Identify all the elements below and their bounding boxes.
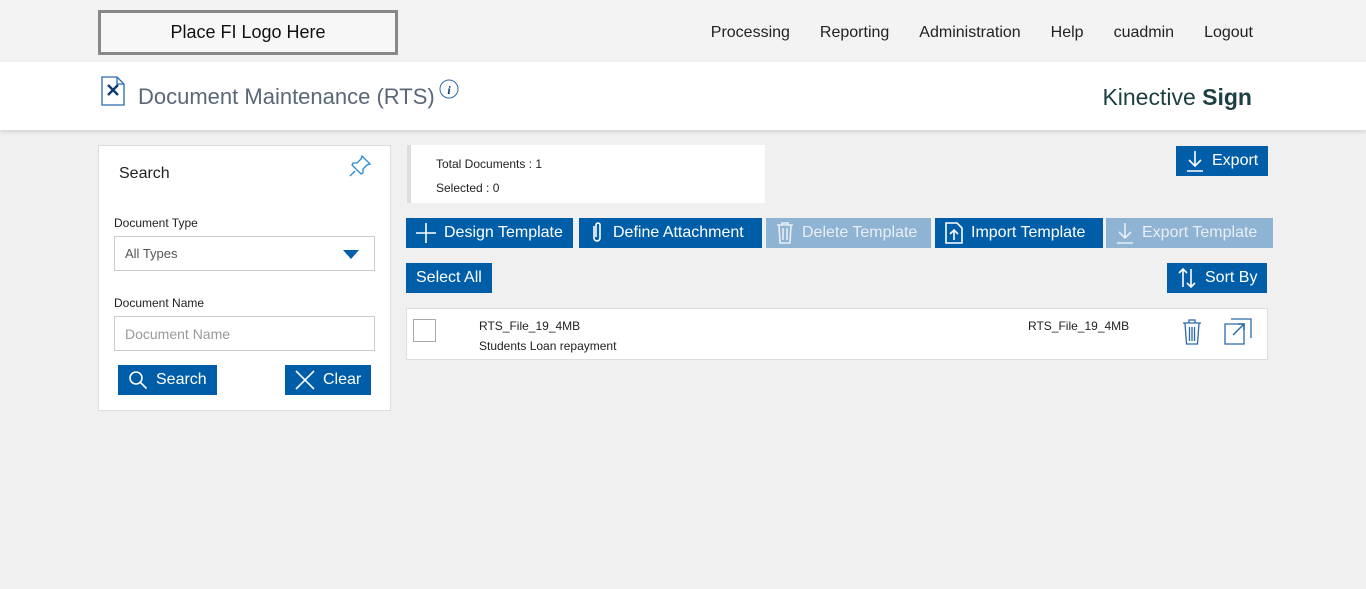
nav-reporting[interactable]: Reporting (819, 24, 890, 41)
document-file: RTS_File_19_4MB (1028, 319, 1130, 333)
delete-template-button[interactable]: Delete Template (766, 218, 931, 248)
search-button[interactable]: Search (118, 365, 217, 395)
total-documents: Total Documents : 1 (436, 157, 543, 171)
search-panel-title: Search (119, 165, 170, 182)
design-template-label: Design Template (444, 224, 563, 241)
nav-help[interactable]: Help (1050, 24, 1084, 41)
document-name-input[interactable]: Document Name (114, 316, 375, 351)
search-panel: Search Document Type All Types Document … (98, 145, 391, 411)
delete-template-label: Delete Template (802, 224, 918, 241)
define-attachment-label: Define Attachment (613, 224, 744, 241)
document-type-value: All Types (125, 246, 178, 261)
document-summary: Total Documents : 1 Selected : 0 (407, 145, 765, 203)
document-row[interactable]: RTS_File_19_4MB Students Loan repayment … (406, 308, 1268, 360)
export-label: Export (1212, 152, 1259, 169)
file-upload-icon (945, 222, 963, 244)
nav-processing[interactable]: Processing (710, 24, 790, 41)
search-icon (129, 371, 148, 390)
trash-icon[interactable] (1182, 319, 1202, 345)
pin-icon[interactable] (348, 154, 372, 178)
download-icon (1117, 223, 1133, 244)
row-checkbox[interactable] (413, 319, 436, 342)
document-type-select[interactable]: All Types (114, 236, 375, 271)
export-template-button[interactable]: Export Template (1106, 218, 1273, 248)
nav-administration[interactable]: Administration (919, 24, 1021, 41)
top-bar: Place FI Logo Here Processing Reporting … (0, 0, 1366, 62)
document-type-label: Document Type (114, 216, 198, 230)
clear-button[interactable]: Clear (285, 365, 372, 395)
page-header: Document Maintenance (RTS) i Kinective S… (0, 62, 1366, 130)
nav-user[interactable]: cuadmin (1113, 24, 1175, 41)
sort-icon (1178, 267, 1196, 289)
svg-text:i: i (447, 83, 451, 97)
page-title: Document Maintenance (RTS) (138, 84, 435, 109)
sort-by-label: Sort By (1205, 269, 1258, 286)
logo-placeholder: Place FI Logo Here (98, 10, 398, 55)
open-external-icon[interactable] (1224, 318, 1252, 345)
define-attachment-button[interactable]: Define Attachment (579, 218, 762, 248)
select-all-button[interactable]: Select All (406, 263, 492, 293)
trash-icon (777, 222, 793, 244)
brand-logo: Kinective Sign (1102, 84, 1252, 110)
search-button-label: Search (156, 371, 207, 388)
main-nav: Processing Reporting Administration Help… (711, 24, 1253, 42)
document-name-label: Document Name (114, 296, 205, 310)
export-template-label: Export Template (1142, 224, 1258, 241)
info-icon[interactable]: i (439, 79, 459, 99)
clear-button-label: Clear (323, 371, 362, 388)
document-tools-icon (101, 76, 125, 106)
plus-icon (416, 223, 436, 243)
download-icon (1187, 151, 1203, 172)
export-button[interactable]: Export (1176, 146, 1269, 176)
document-name: RTS_File_19_4MB (479, 319, 581, 333)
close-icon (295, 370, 315, 390)
design-template-button[interactable]: Design Template (406, 218, 573, 248)
paperclip-icon (593, 222, 601, 242)
nav-logout[interactable]: Logout (1204, 24, 1253, 41)
import-template-label: Import Template (971, 224, 1086, 241)
document-description: Students Loan repayment (479, 339, 617, 353)
chevron-down-icon (343, 250, 359, 259)
import-template-button[interactable]: Import Template (935, 218, 1103, 248)
selected-count: Selected : 0 (436, 181, 500, 195)
sort-by-button[interactable]: Sort By (1167, 263, 1268, 293)
